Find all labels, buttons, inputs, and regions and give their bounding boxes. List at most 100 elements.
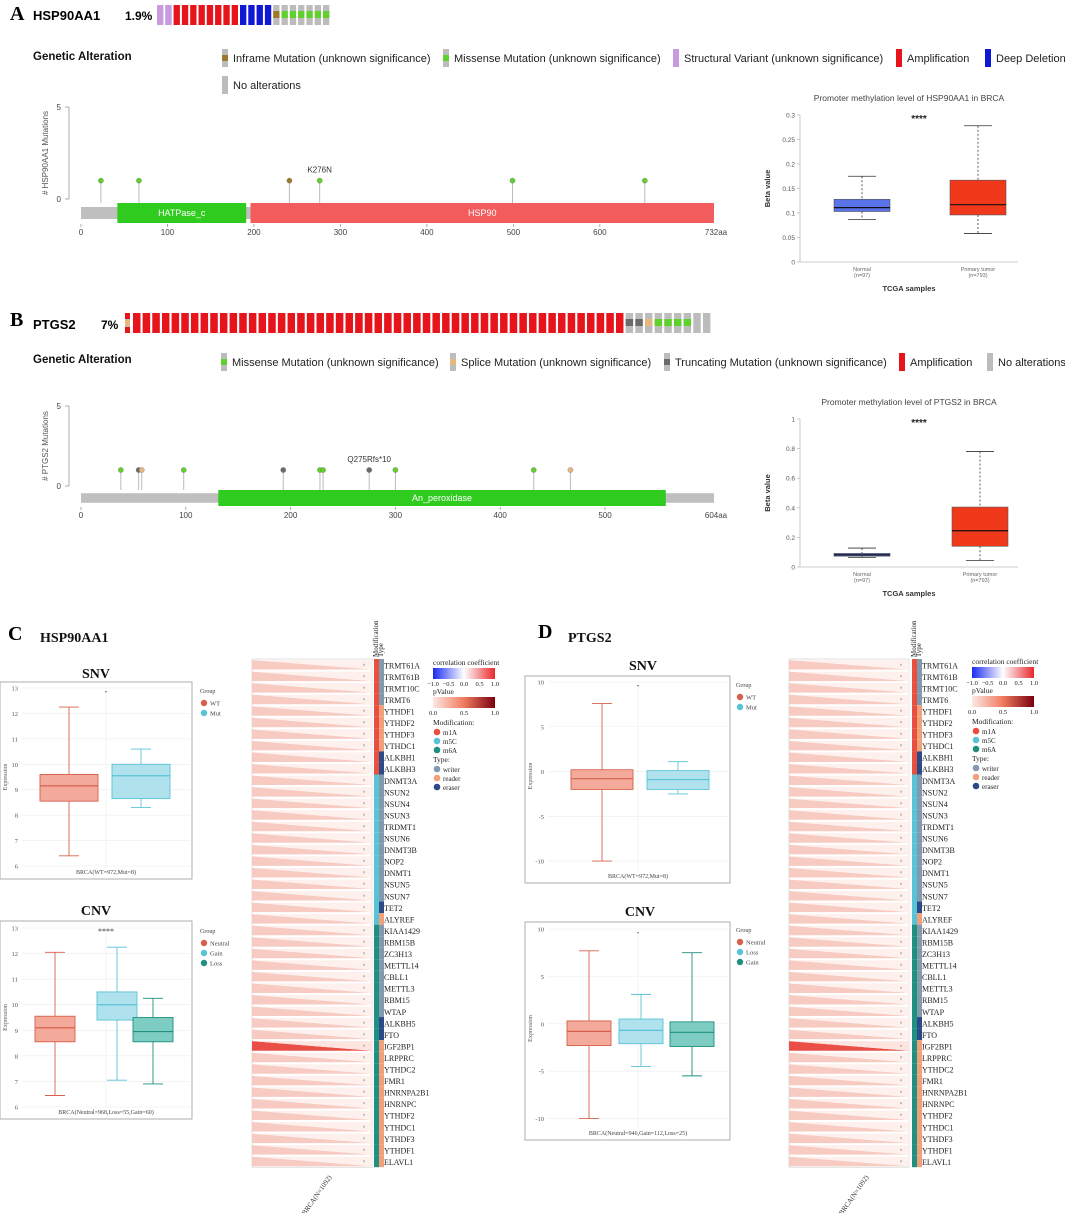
gene-row-label: YTHDF3: [384, 731, 415, 740]
modification-legend-label: m1A: [443, 729, 457, 737]
type-cell: [917, 1028, 922, 1041]
type-cell: [917, 947, 922, 960]
gene-row-label: YTHDC1: [384, 742, 416, 751]
colorbar-tick: 0.0: [429, 710, 437, 717]
heatmap-cell-p: [252, 925, 372, 936]
heatmap-cell-corr: [789, 983, 909, 993]
y-tick-label: 10: [538, 680, 545, 687]
oncoprint-cell-amplification: [519, 313, 527, 333]
significance-dot: *: [900, 999, 903, 1005]
modification-cell: [374, 1155, 379, 1168]
modification-cell: [374, 1040, 379, 1052]
type-cell: [917, 982, 922, 994]
heatmap-cell-p: [789, 1156, 909, 1167]
significance-dot: *: [363, 1091, 366, 1097]
gene-row-label: ALKBH3: [384, 765, 416, 774]
significance-label: -: [637, 681, 640, 690]
type-legend-label: reader: [982, 774, 1000, 782]
oncoprint-cell-missense: [673, 319, 682, 326]
heatmap-cell-p: [789, 671, 909, 682]
heatmap-cell-p: [252, 1075, 372, 1086]
y-tick-label: 8: [15, 813, 18, 820]
legend-title-type: Type:: [433, 755, 450, 764]
y-tick-label: 0.2: [786, 162, 795, 169]
type-cell: [379, 797, 384, 810]
significance-dot: *: [363, 999, 366, 1005]
heatmap-cell-corr: [789, 821, 909, 832]
type-cell: [379, 866, 384, 879]
heatmap-cell-p: [789, 694, 909, 705]
group-legend-dot: [200, 959, 208, 967]
y-tick-label: 5: [541, 724, 544, 731]
heatmap-cell-p: [789, 891, 909, 901]
gene-row-label: TRMT61A: [384, 661, 420, 670]
gene-row-label: ELAVL1: [384, 1158, 413, 1167]
modification-cell: [374, 728, 379, 740]
modification-cell: [912, 878, 917, 890]
modification-cell: [912, 1109, 917, 1121]
heatmap-cell-corr: [789, 775, 909, 786]
oncoprint-cell-missense: [323, 11, 330, 18]
y-axis-title: Expression: [3, 764, 9, 791]
modification-cell: [912, 890, 917, 902]
heatmap-cell-corr: [252, 1018, 372, 1028]
gene-row-label: WTAP: [922, 1008, 945, 1017]
heatmap-cell-p: [789, 1041, 909, 1051]
gene-row-label: DNMT3B: [922, 846, 955, 855]
legend-title-modification: Modification:: [433, 718, 474, 727]
significance-dot: *: [363, 675, 366, 681]
modification-legend-dot: [972, 736, 980, 744]
significance-label: ****: [911, 418, 927, 429]
heatmap-cell-p: [252, 994, 372, 1005]
oncoprint-cell-inframe: [273, 11, 280, 18]
significance-dot: *: [363, 1137, 366, 1143]
type-cell: [379, 1063, 384, 1075]
significance-dot: *: [900, 1091, 903, 1097]
type-legend-label: eraser: [443, 784, 460, 792]
legend-swatch-splice: [450, 359, 456, 365]
panel-label-a: A: [10, 3, 25, 25]
modification-cell: [374, 982, 379, 994]
significance-dot: *: [363, 929, 366, 935]
significance-label: ****: [98, 927, 114, 936]
modification-cell: [912, 936, 917, 948]
heatmap-cell-p: [789, 856, 909, 866]
gene-row-label: YTHDF2: [922, 1112, 953, 1121]
heatmap-cell-p: [789, 1052, 909, 1063]
type-cell: [917, 959, 922, 971]
modification-cell: [912, 797, 917, 810]
oncoprint-cell-amplification: [480, 313, 489, 333]
modification-cell: [374, 913, 379, 925]
oncoprint-cell-missense: [298, 11, 305, 18]
oncoprint-cell-amplification: [125, 327, 130, 333]
heatmap-cell-p: [789, 683, 909, 693]
x-tick-label: 100: [161, 228, 175, 237]
significance-dot: *: [363, 860, 366, 866]
box: [34, 1015, 76, 1043]
heatmap-cell-p: [789, 775, 909, 786]
gene-row-label: HNRNPC: [922, 1100, 954, 1109]
column-header-modification: Modification: [372, 620, 380, 657]
y-tick-label: -5: [539, 814, 544, 821]
heatmap-cell-p: [789, 660, 909, 670]
colorbar-tick: 0.5: [460, 710, 468, 717]
oncoprint-cell-amplification: [190, 5, 197, 25]
significance-dot: *: [363, 837, 366, 843]
oncoprint-cell-amplification: [413, 313, 421, 333]
mutation-label: Q275Rfs*10: [347, 455, 391, 464]
colorbar-tick: −1.0: [427, 681, 439, 688]
group-legend-dot: [736, 938, 744, 946]
heatmap-cell-corr: [252, 694, 372, 705]
heatmap-cell-corr: [252, 891, 372, 901]
heatmap-cell-corr: [789, 787, 909, 797]
significance-dot: *: [363, 756, 366, 762]
modification-cell: [912, 1017, 917, 1029]
plot-caption: BRCA(WT=972,Mut=8): [76, 869, 136, 876]
heatmap-cell-corr: [789, 1098, 909, 1109]
significance-dot: *: [900, 1137, 903, 1143]
significance-dot: *: [900, 814, 903, 820]
heatmap-cell-p: [252, 844, 372, 855]
panel-label-b: B: [10, 309, 23, 331]
legend-title-pvalue: pValue: [433, 687, 454, 696]
